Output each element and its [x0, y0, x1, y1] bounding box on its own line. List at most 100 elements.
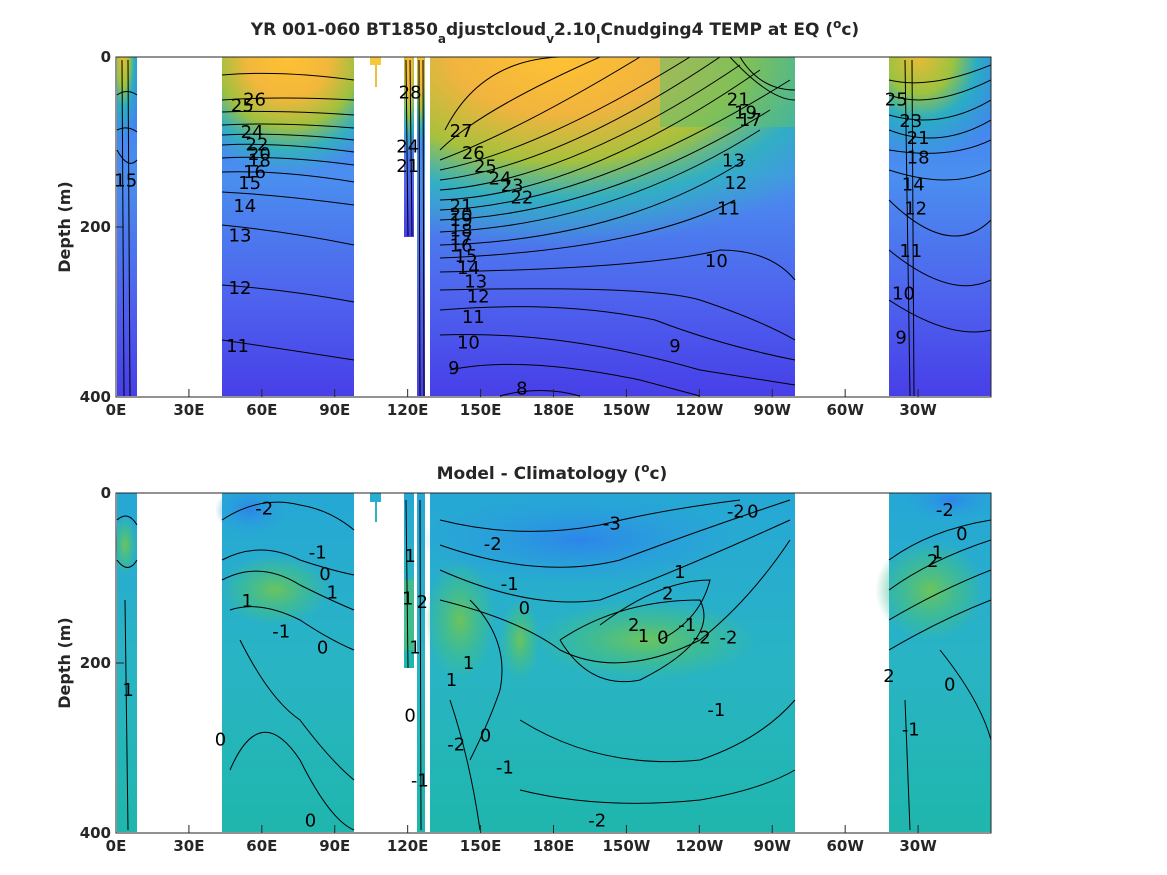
title-part-a: YR 001-060 BT1850: [250, 20, 438, 40]
y-tick-label: 200: [80, 218, 111, 236]
contour-label: 10: [892, 283, 915, 304]
contour-label: 19: [450, 210, 473, 231]
field2-basin-4: [404, 493, 414, 668]
contour-label: 13: [229, 226, 252, 247]
contour-label: 1: [402, 588, 413, 609]
contour-label: 14: [233, 196, 256, 217]
contour-label: 2: [662, 583, 673, 604]
field-basin-4: [404, 57, 414, 237]
contour-label: 9: [669, 336, 680, 357]
panel-1-title: YR 001-060 BT1850adjustcloudv2.10ICnudgi…: [250, 17, 859, 46]
contour-label: 11: [462, 307, 485, 328]
contour-label: -2: [588, 810, 606, 831]
contour-label: 1: [463, 653, 474, 674]
contour-label: 16: [450, 236, 473, 257]
field2-basin-6: [420, 493, 795, 832]
contour-label: -1: [902, 719, 920, 740]
contour-label: 23: [501, 175, 524, 196]
contour-label: 15: [114, 170, 137, 191]
contour-label: 1: [409, 638, 420, 659]
contour-label: 22: [510, 187, 533, 208]
contour-label: 9: [448, 358, 459, 379]
contour-label: 18: [248, 151, 271, 172]
x-tick-label: 150W: [602, 837, 650, 855]
panel-2-ylabel: Depth (m): [55, 617, 74, 709]
contour-label: -1: [309, 543, 327, 564]
x-tick-label: 30E: [173, 401, 204, 419]
title2-part-b: o: [641, 461, 649, 475]
contour-label: 16: [243, 162, 266, 183]
contour-label: 10: [705, 251, 728, 272]
contour-label: 2: [628, 615, 639, 636]
field-basin-3: [370, 57, 381, 87]
x-tick-label: 60E: [246, 837, 277, 855]
title-part-g: Cnudging4 TEMP at EQ (: [600, 20, 833, 40]
contour-label: 0: [747, 502, 758, 523]
contour-label: 0: [305, 810, 316, 831]
title2-part-a: Model - Climatology (: [437, 464, 642, 484]
contour-label: 1: [122, 680, 133, 701]
y-tick-label: 0: [101, 48, 111, 66]
x-tick-label: 180E: [533, 837, 575, 855]
contour-label: 13: [464, 271, 487, 292]
x-tick-label: 0E: [106, 401, 127, 419]
panel-1-field: 1526252422201816151413121128242127262524…: [114, 57, 991, 400]
x-tick-label: 120W: [675, 401, 723, 419]
x-tick-label: 90W: [754, 401, 792, 419]
contour-label: 1: [242, 591, 253, 612]
contour-label: 8: [516, 379, 527, 400]
contour-label: 12: [724, 173, 747, 194]
contour-label: -2: [484, 534, 502, 555]
x-tick-label: 120E: [387, 401, 429, 419]
contour-label: 0: [215, 730, 226, 751]
x-tick-label: 150E: [460, 837, 502, 855]
x-tick-label: 120W: [675, 837, 723, 855]
contour-label: 28: [399, 83, 422, 104]
contour-label: 20: [450, 204, 473, 225]
contour-lines: [116, 57, 991, 397]
field2-basin-5: [417, 493, 425, 832]
contour-label: 24: [396, 136, 419, 157]
title2-part-c: c): [649, 464, 667, 484]
contour-label: 13: [722, 151, 745, 172]
contour-label: 25: [474, 157, 497, 178]
contour-label: 14: [902, 175, 925, 196]
contour-label: 25: [885, 90, 908, 111]
contour-label: 17: [739, 110, 762, 131]
field2-basin-3: [370, 493, 381, 522]
contour-label: -1: [501, 574, 519, 595]
contour-label: 19: [734, 102, 757, 123]
contour-label: 24: [241, 122, 264, 143]
y-tick-label: 400: [80, 824, 111, 842]
contour-label: 23: [899, 111, 922, 132]
contour-label: 21: [907, 128, 930, 149]
panel-1-ylabel: Depth (m): [55, 181, 74, 273]
contour-label: -3: [603, 514, 621, 535]
x-tick-label: 30W: [899, 401, 937, 419]
y-tick-label: 400: [80, 388, 111, 406]
contour-label: 17: [450, 229, 473, 250]
panel-2-title: Model - Climatology (oc): [437, 461, 668, 484]
contour-label: 18: [450, 220, 473, 241]
title-part-d: v: [546, 32, 554, 46]
panel-2-y-ticks: 0 200 400: [80, 484, 124, 842]
x-tick-label: 60E: [246, 401, 277, 419]
contour-label: 20: [248, 144, 271, 165]
contour-label: -1: [707, 700, 725, 721]
contour-label: 25: [231, 95, 254, 116]
title-part-b: a: [438, 32, 446, 46]
field2-basin-1: [116, 493, 137, 832]
contour-label: -2: [255, 498, 273, 519]
x-tick-label: 150E: [460, 401, 502, 419]
contour-label: 0: [944, 674, 955, 695]
title-part-h: o: [833, 17, 841, 31]
contour-label: 0: [480, 725, 491, 746]
contour-label: 2: [927, 551, 938, 572]
contour-label: 24: [489, 169, 512, 190]
contour-label: 0: [404, 706, 415, 727]
contour-label: 22: [246, 135, 269, 156]
x-tick-label: 90E: [319, 401, 350, 419]
x-tick-label: 180E: [533, 401, 575, 419]
contour-label: 2: [883, 666, 894, 687]
